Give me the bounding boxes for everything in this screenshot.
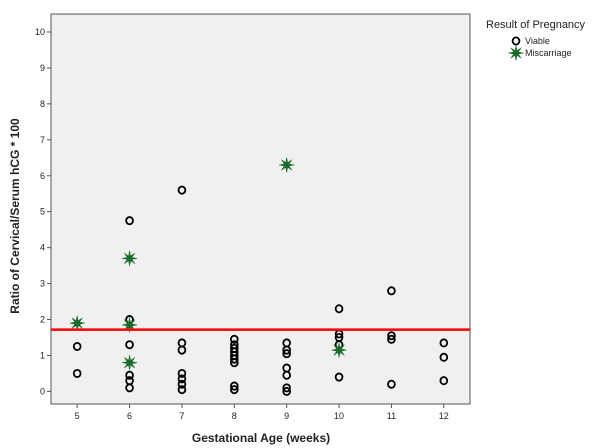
viable-point: [177, 185, 187, 195]
viable-point: [125, 340, 134, 350]
y-tick-label: 9: [40, 63, 45, 73]
viable-point: [177, 368, 187, 378]
viable-point: [125, 383, 134, 393]
miscarriage-point: [122, 250, 138, 266]
legend-label-miscarriage: Miscarriage: [525, 48, 572, 58]
legend: Result of Pregnancy Viable Miscarriage: [486, 19, 586, 61]
viable-legend-marker: [511, 36, 521, 46]
x-tick-label: 9: [284, 411, 289, 421]
viable-point: [72, 368, 82, 378]
y-tick-label: 7: [40, 135, 45, 145]
viable-point: [387, 286, 396, 296]
y-tick-label: 8: [40, 99, 45, 109]
viable-point: [282, 383, 291, 393]
x-tick-label: 11: [387, 411, 396, 421]
x-tick-label: 5: [75, 411, 80, 421]
miscarriage-point: [122, 355, 138, 371]
viable-point: [177, 345, 187, 355]
viable-point: [387, 331, 396, 341]
x-tick-label: 10: [334, 411, 344, 421]
viable-point: [125, 216, 134, 226]
x-tick-label: 6: [127, 411, 132, 421]
y-tick-label: 1: [40, 350, 45, 360]
x-tick-label: 7: [179, 411, 184, 421]
viable-point: [177, 385, 187, 395]
miscarriage-point: [279, 157, 295, 173]
viable-point: [282, 345, 291, 355]
miscarriage-legend-marker: [508, 45, 524, 61]
x-tick-label: 8: [232, 411, 237, 421]
y-tick-label: 0: [40, 386, 45, 396]
viable-point: [72, 341, 82, 351]
y-tick-label: 4: [40, 243, 45, 253]
y-tick-label: 3: [40, 279, 45, 289]
legend-label-viable: Viable: [525, 36, 550, 46]
y-tick-label: 6: [40, 171, 45, 181]
y-tick-label: 2: [40, 315, 45, 325]
viable-point: [230, 334, 239, 344]
y-tick-label: 5: [40, 207, 45, 217]
plot-area: [50, 13, 471, 405]
viable-point: [282, 349, 291, 359]
viable-point: [334, 304, 344, 314]
viable-point: [230, 385, 239, 395]
x-axis-label: Gestational Age (weeks): [192, 431, 330, 445]
viable-point: [230, 381, 239, 391]
legend-title: Result of Pregnancy: [486, 19, 586, 31]
viable-point: [177, 374, 187, 384]
viable-point: [439, 376, 449, 386]
viable-point: [439, 338, 449, 348]
viable-point: [282, 370, 291, 380]
miscarriage-point: [331, 342, 347, 358]
y-tick-label: 10: [35, 27, 45, 37]
viable-point: [334, 372, 344, 382]
viable-point: [177, 379, 187, 389]
viable-point: [439, 352, 449, 362]
viable-point: [230, 358, 239, 368]
viable-point: [282, 386, 291, 396]
viable-point: [387, 379, 396, 389]
x-tick-label: 12: [439, 411, 449, 421]
y-axis-label: Ratio of Cervical/Serum hCG * 100: [8, 118, 22, 314]
viable-point: [230, 354, 239, 364]
viable-point: [387, 334, 396, 344]
viable-point: [125, 370, 134, 380]
